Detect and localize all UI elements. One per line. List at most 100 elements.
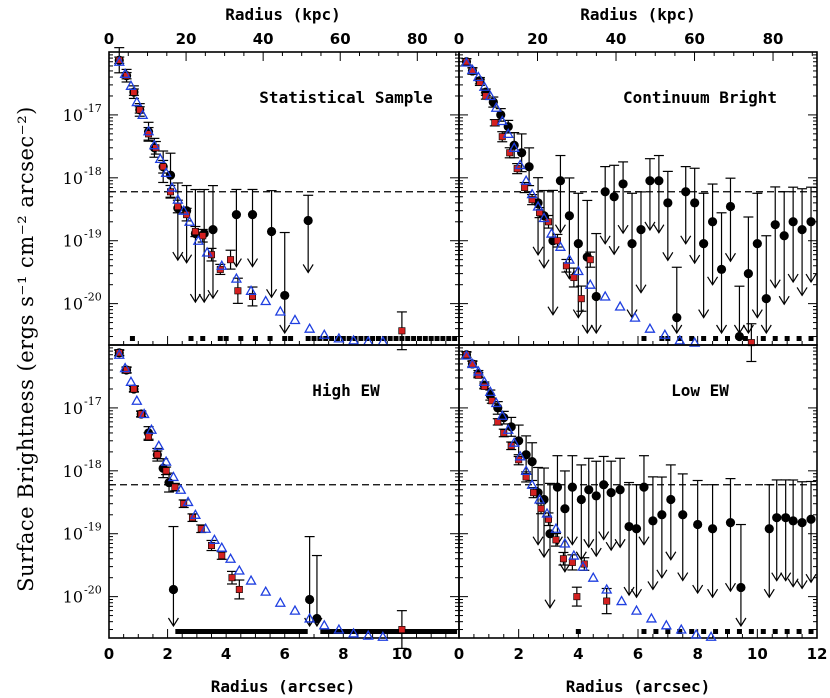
panel-4: 0 2 4 6 8 10 12 Low EW (454, 344, 827, 663)
upper-limit-marker (206, 629, 212, 634)
triangle-point (200, 522, 212, 533)
triangle-point (478, 375, 490, 386)
triangle-point (659, 328, 671, 339)
circle-point (552, 482, 563, 492)
triangle-point (318, 328, 330, 339)
circle-point (725, 518, 736, 528)
circle-point (231, 210, 242, 220)
upper-limit-marker (373, 629, 379, 634)
triangle-point (201, 246, 213, 257)
upper-limit-arrow-head (662, 252, 674, 262)
upper-limit-arrow-head (302, 264, 314, 274)
upper-limit-marker (452, 629, 458, 634)
circle-point (266, 226, 277, 237)
upper-limit-arrow-head (563, 270, 575, 280)
triangle-point (644, 322, 656, 333)
upper-limit-marker (375, 336, 381, 341)
upper-limit-marker (188, 336, 194, 341)
triangle-point (119, 67, 131, 78)
triangle-point (175, 483, 187, 494)
bottom-tick-label: 8 (338, 645, 348, 663)
triangle-point (705, 630, 717, 641)
upper-limit-marker (713, 629, 719, 634)
upper-limit-marker (305, 336, 311, 341)
square-point (227, 256, 235, 264)
circle-point (567, 482, 577, 492)
triangle-point (137, 109, 149, 120)
circle-point (690, 198, 700, 208)
upper-limit-marker (808, 336, 814, 341)
upper-limit-marker (252, 336, 258, 341)
triangle-point (514, 159, 526, 170)
upper-limit-arrow-head (724, 582, 736, 593)
triangle-point (601, 583, 613, 594)
y-tick-label-exponent: -18 (84, 458, 102, 471)
upper-limit-marker (232, 629, 238, 634)
circle-point (736, 582, 746, 593)
circle-point (639, 482, 649, 492)
circle-point (636, 225, 646, 235)
square-point (159, 163, 167, 171)
triangle-point (172, 193, 184, 204)
upper-limit-marker (236, 629, 242, 634)
triangle-point (614, 300, 626, 311)
upper-limit-arrow-head (544, 599, 556, 609)
square-point (145, 130, 153, 138)
circle-point (666, 494, 676, 505)
upper-limit-marker (351, 629, 357, 634)
triangle-point (466, 64, 479, 75)
top-x-axis-title-right: Radius (kpc) (580, 5, 696, 24)
square-point (218, 552, 226, 560)
triangle-point (502, 423, 514, 434)
square-point (528, 196, 536, 204)
upper-limit-arrow-head (575, 551, 587, 561)
upper-limit-arrow-head (605, 541, 617, 552)
circle-point (764, 524, 774, 534)
triangle-point (160, 167, 172, 177)
square-point (603, 597, 611, 605)
upper-limit-marker (200, 336, 206, 341)
y-axis-title: Surface Brightness (ergs s⁻¹ cm⁻² arcsec… (14, 106, 38, 592)
square-point (586, 256, 594, 264)
upper-limit-marker (258, 629, 264, 634)
upper-limit-marker (386, 629, 392, 634)
circle-point (645, 176, 655, 186)
triangle-point (113, 348, 125, 359)
circle-point (707, 217, 718, 227)
upper-limit-marker (188, 629, 194, 634)
triangle-point (484, 386, 496, 396)
triangle-point (472, 365, 485, 376)
y-tick-label: 10 (63, 462, 83, 481)
upper-limit-marker (689, 336, 695, 341)
square-point (570, 274, 578, 282)
triangle-point (559, 537, 571, 548)
upper-limit-marker (677, 629, 683, 634)
upper-limit-marker (329, 629, 335, 634)
upper-limit-arrow-head (677, 572, 689, 582)
upper-limit-arrow-head (630, 588, 643, 599)
circle-point (725, 201, 736, 212)
square-point (191, 228, 199, 236)
triangle-point (166, 181, 178, 192)
triangle-point (508, 436, 520, 447)
y-tick-label-exponent: -18 (84, 165, 102, 178)
upper-limit-arrow-head (547, 306, 559, 316)
circle-point (564, 211, 574, 221)
upper-limit-arrow-head (778, 295, 790, 306)
upper-limit-marker (390, 629, 396, 634)
upper-limit-marker (760, 629, 766, 634)
bottom-tick-label: 4 (573, 645, 583, 663)
upper-limit-marker (425, 629, 431, 634)
upper-limit-marker (285, 629, 291, 634)
triangle-point (216, 541, 228, 552)
circle-point (743, 269, 753, 279)
square-point (544, 515, 552, 523)
upper-limit-marker (329, 336, 335, 341)
upper-limit-marker (267, 629, 273, 634)
upper-limit-marker (422, 336, 428, 341)
upper-limit-arrow-head (181, 254, 193, 264)
upper-limit-marker (263, 629, 269, 634)
square-point (153, 451, 161, 459)
upper-limit-arrow-head (760, 324, 772, 335)
